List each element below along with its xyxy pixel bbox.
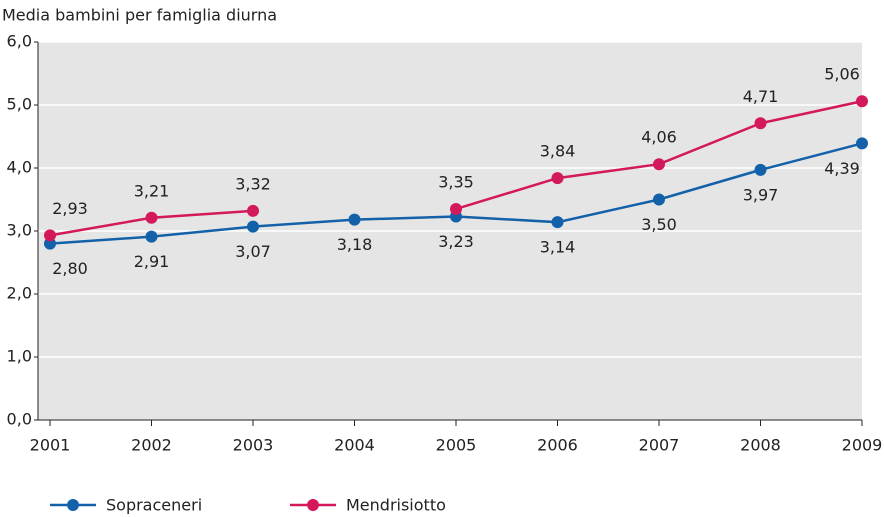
data-label: 3,21 <box>134 181 170 200</box>
data-label: 4,06 <box>641 128 677 147</box>
data-label: 2,93 <box>52 199 88 218</box>
y-tick-label: 1,0 <box>7 347 32 366</box>
data-label: 2,80 <box>52 259 88 278</box>
x-tick-label: 2003 <box>233 436 274 455</box>
data-label: 3,14 <box>540 238 576 257</box>
data-label: 3,32 <box>235 174 271 193</box>
data-point <box>856 95 868 108</box>
data-label: 3,18 <box>337 235 373 254</box>
data-label: 3,97 <box>743 185 779 204</box>
data-label: 2,91 <box>134 252 170 271</box>
data-point <box>348 213 361 226</box>
data-label: 3,35 <box>438 172 474 191</box>
legend-marker <box>307 499 319 511</box>
y-tick-label: 0,0 <box>7 410 32 429</box>
data-point <box>856 137 868 150</box>
x-tick-label: 2002 <box>131 436 172 455</box>
data-point <box>44 229 56 242</box>
data-point <box>653 158 665 171</box>
y-tick-label: 2,0 <box>7 284 32 303</box>
data-point <box>145 230 158 243</box>
y-tick-label: 4,0 <box>7 158 32 177</box>
y-tick-label: 3,0 <box>7 221 32 240</box>
data-label: 4,39 <box>824 159 860 178</box>
data-label: 5,06 <box>824 65 860 84</box>
data-label: 4,71 <box>743 87 779 106</box>
data-label: 3,07 <box>235 242 271 261</box>
legend-label: Sopraceneri <box>106 496 202 515</box>
y-tick-label: 5,0 <box>7 95 32 114</box>
data-point <box>653 193 665 206</box>
x-tick-label: 2005 <box>436 436 477 455</box>
y-tick-label: 6,0 <box>7 32 32 51</box>
data-point <box>754 117 767 130</box>
x-tick-label: 2004 <box>334 436 375 455</box>
data-label: 3,84 <box>540 142 576 161</box>
x-tick-label: 2009 <box>842 436 883 455</box>
data-label: 3,50 <box>641 215 677 234</box>
x-tick-label: 2001 <box>30 436 71 455</box>
data-point <box>145 211 158 224</box>
data-point <box>247 220 259 233</box>
x-tick-label: 2007 <box>639 436 680 455</box>
data-point <box>551 216 564 229</box>
data-label: 3,23 <box>438 232 474 251</box>
data-point <box>247 204 259 217</box>
data-point <box>754 163 767 176</box>
x-tick-label: 2008 <box>740 436 781 455</box>
x-tick-label: 2006 <box>537 436 578 455</box>
y-axis-label: Media bambini per famiglia diurna <box>2 6 277 25</box>
legend-marker <box>67 499 79 511</box>
data-point <box>551 172 564 185</box>
data-point <box>450 202 462 215</box>
legend-label: Mendrisiotto <box>346 496 446 515</box>
